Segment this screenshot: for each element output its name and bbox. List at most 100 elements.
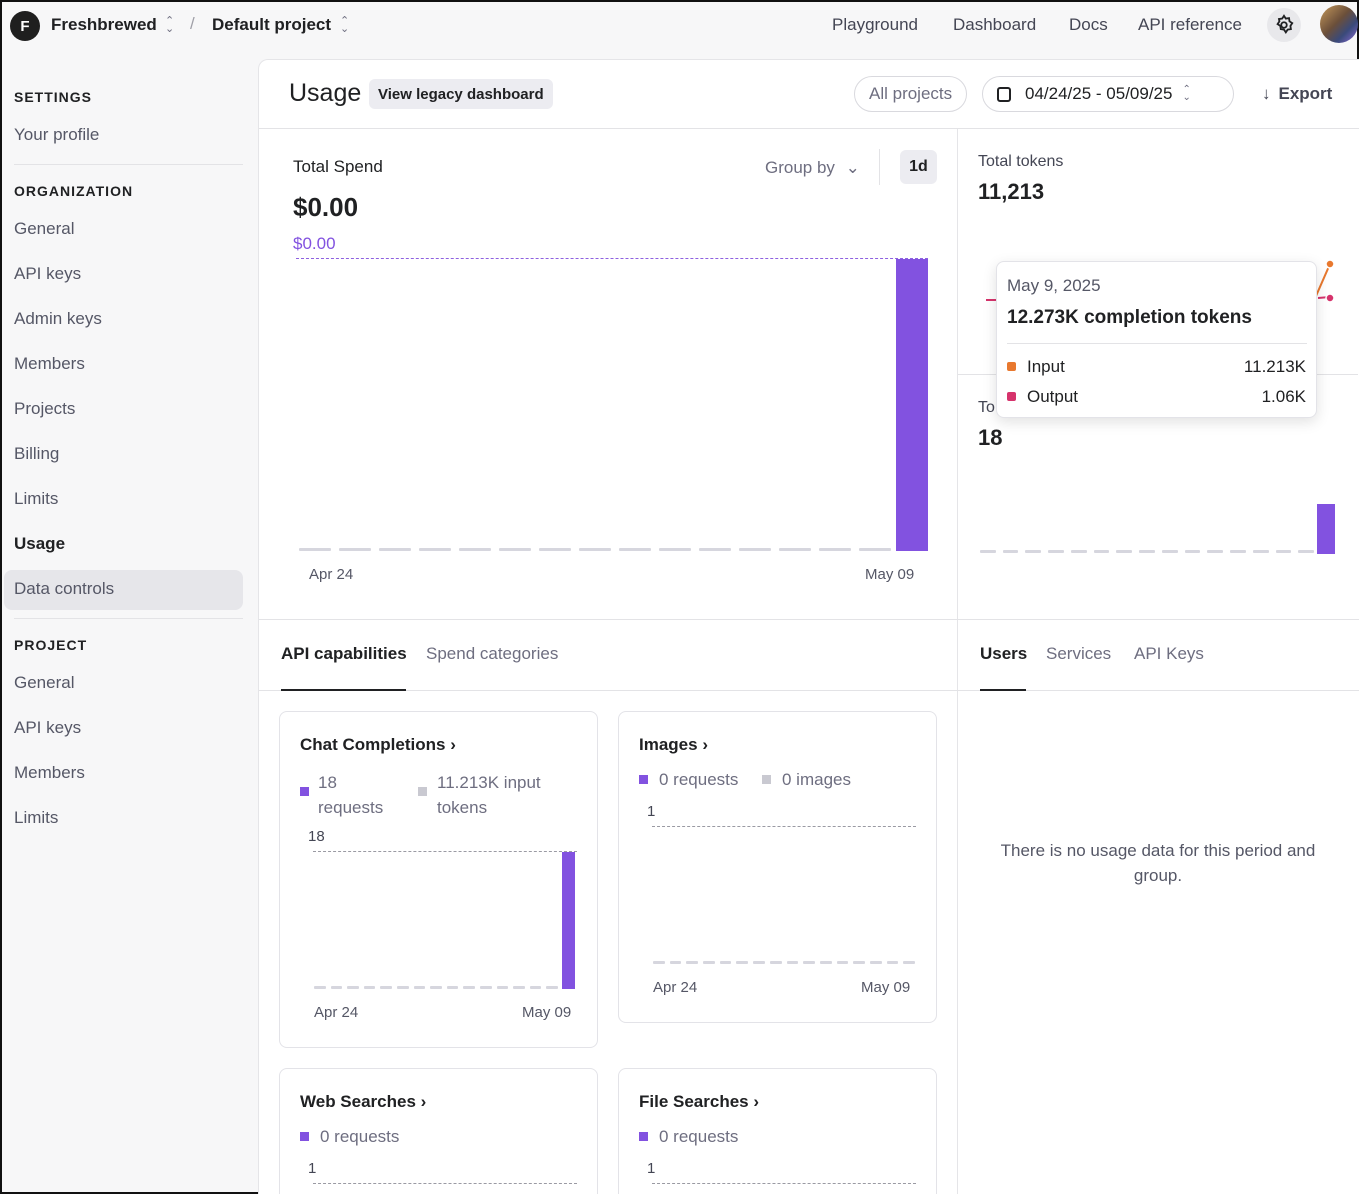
zero-bar [1139, 550, 1155, 553]
tab-users[interactable]: Users [980, 644, 1028, 663]
zero-bar [539, 548, 571, 551]
page-title: Usage [289, 79, 362, 107]
sidebar-item-your-profile[interactable]: Your profile [14, 125, 100, 144]
images-max-gridline [652, 826, 916, 827]
total-tokens-title: Total tokens [978, 153, 1064, 170]
total-spend-value: $0.00 [293, 192, 359, 222]
group-by-dropdown[interactable]: Group by ⌄ [765, 158, 860, 178]
chat-legend-requests-unit: requests [318, 798, 384, 817]
top-bar: F Freshbrewed ⌃ ⌄ / Default project ⌃ ⌄ Pl… [2, 2, 1358, 50]
nav-playground[interactable]: Playground [832, 15, 919, 34]
zero-bar [446, 986, 459, 989]
chat-max-gridline [313, 851, 577, 852]
chat-x-start: Apr 24 [314, 1004, 359, 1021]
zero-bar [1298, 550, 1314, 553]
sidebar-item-org-general[interactable]: General [14, 219, 75, 238]
images-ymax-label: 1 [647, 803, 656, 820]
sidebar-item-data-controls[interactable]: Data controls [14, 579, 115, 598]
web-legend-requests: 0 requests [320, 1127, 400, 1146]
zero-bar [579, 548, 611, 551]
tab-api-keys[interactable]: API Keys [1134, 644, 1204, 663]
zero-bar [1230, 550, 1246, 553]
zero-bar [459, 548, 491, 551]
nav-api-reference[interactable]: API reference [1138, 15, 1242, 34]
spend-bar-may-09[interactable] [896, 259, 928, 551]
chart-tooltip: May 9, 2025 12.273K completion tokens In… [996, 261, 1317, 418]
images-card[interactable] [618, 711, 937, 1023]
images-title[interactable]: Images › [639, 735, 708, 755]
zero-bar [886, 961, 899, 964]
section-divider [259, 619, 1359, 620]
file-legend-requests: 0 requests [659, 1127, 739, 1146]
zero-bar [299, 548, 331, 551]
project-switcher[interactable]: Default project [212, 15, 332, 34]
view-legacy-dashboard-button[interactable]: View legacy dashboard [369, 79, 553, 109]
zero-bar [1048, 550, 1064, 553]
input-point [1325, 259, 1335, 269]
sidebar-item-org-members[interactable]: Members [14, 354, 85, 373]
user-avatar[interactable] [1320, 5, 1358, 43]
interval-1d-button[interactable]: 1d [900, 150, 937, 184]
zero-bar [513, 986, 525, 989]
sidebar-item-admin-keys[interactable]: Admin keys [14, 309, 102, 328]
tab-api-capabilities[interactable]: API capabilities [281, 644, 407, 663]
file-ymax-label: 1 [647, 1160, 656, 1177]
gear-icon[interactable] [1267, 8, 1301, 42]
project-chevron-updown-icon[interactable]: ⌃ ⌄ [340, 15, 350, 35]
chat-legend-tokens-line1: 11.213K input [437, 773, 541, 792]
spend-x-start: Apr 24 [309, 566, 354, 583]
tooltip-output-label: Output [1027, 387, 1079, 406]
zero-bar [786, 961, 799, 964]
sidebar-item-project-general[interactable]: General [14, 673, 75, 692]
project-heading: PROJECT [14, 637, 88, 653]
sidebar-item-project-api-keys[interactable]: API keys [14, 718, 82, 737]
nav-dashboard[interactable]: Dashboard [953, 15, 1037, 34]
sidebar-item-billing[interactable]: Billing [14, 444, 60, 463]
requests-bar-may-09[interactable] [1317, 504, 1335, 554]
chat-bar-may-09[interactable] [562, 852, 575, 989]
sidebar-item-project-members[interactable]: Members [14, 763, 85, 782]
sidebar-item-projects[interactable]: Projects [14, 399, 76, 418]
export-button[interactable]: ↓ Export [1262, 84, 1332, 104]
breadcrumb-separator: / [190, 14, 195, 33]
tabs-divider [259, 690, 1359, 691]
org-chevron-updown-icon[interactable]: ⌃ ⌄ [165, 15, 175, 35]
all-projects-button[interactable]: All projects [854, 76, 968, 112]
output-point [1325, 293, 1335, 303]
images-x-end: May 09 [861, 979, 911, 996]
toolbar-divider [879, 149, 880, 185]
input-line-segment [1315, 263, 1331, 297]
chevron-down-icon: ⌄ [845, 158, 860, 177]
file-searches-title[interactable]: File Searches › [639, 1092, 759, 1112]
nav-docs[interactable]: Docs [1069, 15, 1108, 34]
zero-bar [1275, 550, 1292, 553]
chat-completions-card[interactable] [279, 711, 598, 1048]
requests-swatch [639, 1132, 648, 1141]
zero-bar [1093, 550, 1110, 553]
file-searches-card[interactable] [618, 1068, 937, 1194]
spend-max-gridline [296, 258, 928, 259]
sidebar-item-usage[interactable]: Usage [14, 534, 66, 553]
zero-bar [736, 961, 749, 964]
web-searches-card[interactable] [279, 1068, 598, 1194]
tooltip-input-value: 11.213K [1243, 357, 1306, 376]
zero-bar [753, 961, 765, 964]
zero-bar [529, 986, 542, 989]
zero-bar [1184, 550, 1201, 553]
tab-spend-categories[interactable]: Spend categories [426, 644, 559, 663]
org-avatar[interactable]: F [10, 11, 40, 41]
zero-bar [836, 961, 849, 964]
zero-bar [779, 548, 811, 551]
images-baseline [653, 961, 915, 964]
tab-services[interactable]: Services [1046, 644, 1112, 663]
web-searches-title[interactable]: Web Searches › [300, 1092, 426, 1112]
date-range-picker[interactable]: 04/24/25 - 05/09/25 ⌃ ⌄ [982, 76, 1234, 112]
sidebar-item-org-api-keys[interactable]: API keys [14, 264, 82, 283]
zero-bar [1070, 550, 1087, 553]
sidebar-item-project-limits[interactable]: Limits [14, 808, 59, 827]
chat-ymax-label: 18 [308, 828, 325, 845]
zero-bar [546, 986, 558, 989]
sidebar-item-org-limits[interactable]: Limits [14, 489, 59, 508]
chat-completions-title[interactable]: Chat Completions › [300, 735, 456, 755]
org-switcher[interactable]: Freshbrewed [51, 15, 157, 34]
